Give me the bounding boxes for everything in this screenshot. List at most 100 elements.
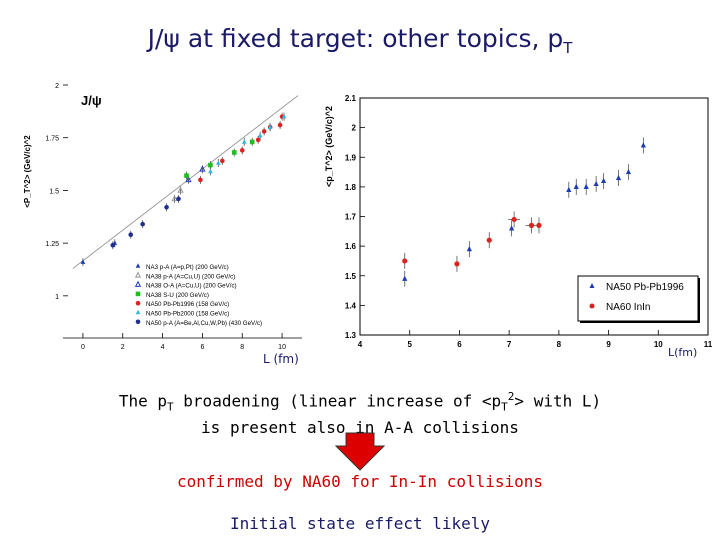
y-tick-label: 1 bbox=[55, 294, 59, 301]
data-point bbox=[279, 114, 285, 119]
y-tick-label: 1.5 bbox=[49, 188, 59, 195]
data-point bbox=[267, 124, 273, 130]
data-point bbox=[249, 139, 255, 145]
legend-marker bbox=[135, 309, 141, 315]
x-tick-label: 8 bbox=[240, 344, 244, 351]
statement-line-2: is present also in A-A collisions bbox=[201, 417, 519, 437]
left-plot: 0 2 4 6 8 10 1 1.25 1.5 1.75 2 <P_T^2> (GeV/c)^2 J/ψ… bbox=[23, 83, 302, 351]
series-1 bbox=[402, 211, 542, 272]
data-point bbox=[583, 183, 589, 189]
data-point bbox=[466, 245, 472, 252]
y-tick-label: 1.5 bbox=[345, 272, 357, 281]
y-axis-label: <p_T^2> (GeV/c)^2 bbox=[324, 106, 334, 187]
statement-text: The pT broadening (linear increase of <p… bbox=[0, 387, 720, 438]
data-point bbox=[511, 216, 517, 223]
data-point bbox=[267, 124, 273, 129]
y-tick-label: 1.9 bbox=[345, 153, 357, 162]
y-axis-label: <P_T^2> (GeV/c)^2 bbox=[23, 135, 32, 208]
data-point bbox=[208, 168, 213, 174]
slide-title: J/ψ at fixed target: other topics, pT bbox=[147, 24, 573, 57]
data-point bbox=[185, 175, 192, 183]
legend-entry: NA38 p-A (A=Cu,U) (200 GeV/c) bbox=[146, 273, 235, 280]
right-x-label: L(fm) bbox=[668, 346, 698, 359]
legend-marker bbox=[135, 300, 141, 306]
data-point bbox=[566, 186, 572, 192]
y-tick-label: 1.7 bbox=[345, 213, 357, 222]
data-point bbox=[615, 174, 622, 181]
legend-entry: NA60 InIn bbox=[606, 302, 650, 313]
data-point bbox=[198, 177, 203, 183]
legend-marker bbox=[134, 280, 142, 287]
data-point bbox=[176, 196, 181, 202]
series-4 bbox=[198, 112, 285, 184]
legend-entry: NA50 Pb-Pb2000 (158 GeV/c) bbox=[146, 311, 229, 318]
data-point bbox=[281, 113, 287, 119]
data-point bbox=[509, 225, 515, 231]
left-x-label: L (fm) bbox=[263, 352, 299, 366]
y-tick-label: 1.25 bbox=[45, 241, 59, 248]
data-point bbox=[593, 180, 599, 187]
x-tick-label: 6 bbox=[457, 340, 462, 349]
data-point bbox=[402, 275, 408, 281]
legend-entry: NA50 Pb-Pb1996 (158 GeV/c) bbox=[146, 301, 229, 308]
data-point bbox=[208, 162, 213, 168]
plot-frame bbox=[63, 85, 302, 338]
legend-entry: NA38 S-U (200 GeV/c) bbox=[146, 292, 209, 299]
x-tick-label: 5 bbox=[407, 340, 412, 349]
x-tick-label: 10 bbox=[654, 340, 663, 349]
data-point bbox=[239, 148, 245, 153]
y-tick-label: 2 bbox=[352, 124, 357, 133]
x-tick-label: 4 bbox=[358, 340, 363, 349]
y-tick-label: 2 bbox=[55, 83, 59, 90]
data-point bbox=[231, 150, 237, 155]
x-tick-label: 10 bbox=[278, 344, 286, 351]
x-tick-label: 9 bbox=[606, 340, 611, 349]
confirmation-text: confirmed by NA60 for In-In collisions bbox=[176, 472, 544, 491]
x-tick-label: 7 bbox=[507, 340, 512, 349]
legend-entry: NA3 p-A (A=p,Pt) (200 GeV/c) bbox=[146, 264, 229, 271]
y-tick-label: 1.6 bbox=[345, 242, 357, 251]
data-point bbox=[184, 173, 189, 178]
data-point bbox=[640, 142, 646, 148]
data-point bbox=[486, 237, 492, 243]
series-0 bbox=[402, 137, 646, 287]
statement-line-1: The pT broadening (linear increase of <p… bbox=[118, 390, 602, 414]
plot-frame bbox=[359, 97, 709, 336]
fit-line bbox=[72, 95, 299, 269]
x-tick-label: 0 bbox=[81, 344, 85, 351]
x-tick-label: 6 bbox=[200, 344, 204, 351]
series-6 bbox=[110, 194, 181, 250]
data-point bbox=[528, 222, 535, 228]
data-point bbox=[454, 261, 460, 267]
legend-marker bbox=[135, 263, 141, 268]
data-point bbox=[164, 204, 169, 210]
data-point bbox=[112, 240, 118, 245]
data-point bbox=[216, 160, 221, 165]
legend-marker bbox=[134, 271, 142, 278]
legend-entry: NA50 p-A (A=Be,Al,Cu,W,Pb) (430 GeV/c) bbox=[146, 320, 262, 327]
legend-marker bbox=[589, 283, 595, 288]
data-point bbox=[257, 132, 263, 138]
y-tick-label: 2.1 bbox=[345, 94, 357, 103]
legend-box bbox=[577, 275, 699, 322]
conclusion-text: Initial state effect likely bbox=[229, 514, 491, 533]
data-point bbox=[171, 194, 178, 202]
data-point bbox=[402, 258, 408, 264]
y-tick-label: 1.4 bbox=[345, 301, 357, 310]
data-point bbox=[140, 221, 145, 227]
legend-marker bbox=[135, 291, 141, 297]
y-tick-label: 1.8 bbox=[345, 183, 357, 192]
x-tick-label: 4 bbox=[161, 344, 165, 351]
series-1 bbox=[171, 186, 184, 203]
data-point bbox=[241, 139, 247, 144]
data-point bbox=[199, 165, 206, 172]
series-2 bbox=[185, 165, 206, 184]
data-point bbox=[220, 158, 225, 164]
legend-entry: NA50 Pb-Pb1996 bbox=[606, 282, 684, 293]
legend-marker bbox=[589, 303, 595, 309]
y-tick-label: 1.75 bbox=[45, 136, 59, 143]
series-5 bbox=[208, 112, 287, 176]
series-0 bbox=[80, 239, 118, 267]
legend-entry: NA38 O-A (A=Cu,U) (200 GeV/c) bbox=[146, 283, 237, 290]
chart-title: J/ψ bbox=[81, 93, 102, 108]
